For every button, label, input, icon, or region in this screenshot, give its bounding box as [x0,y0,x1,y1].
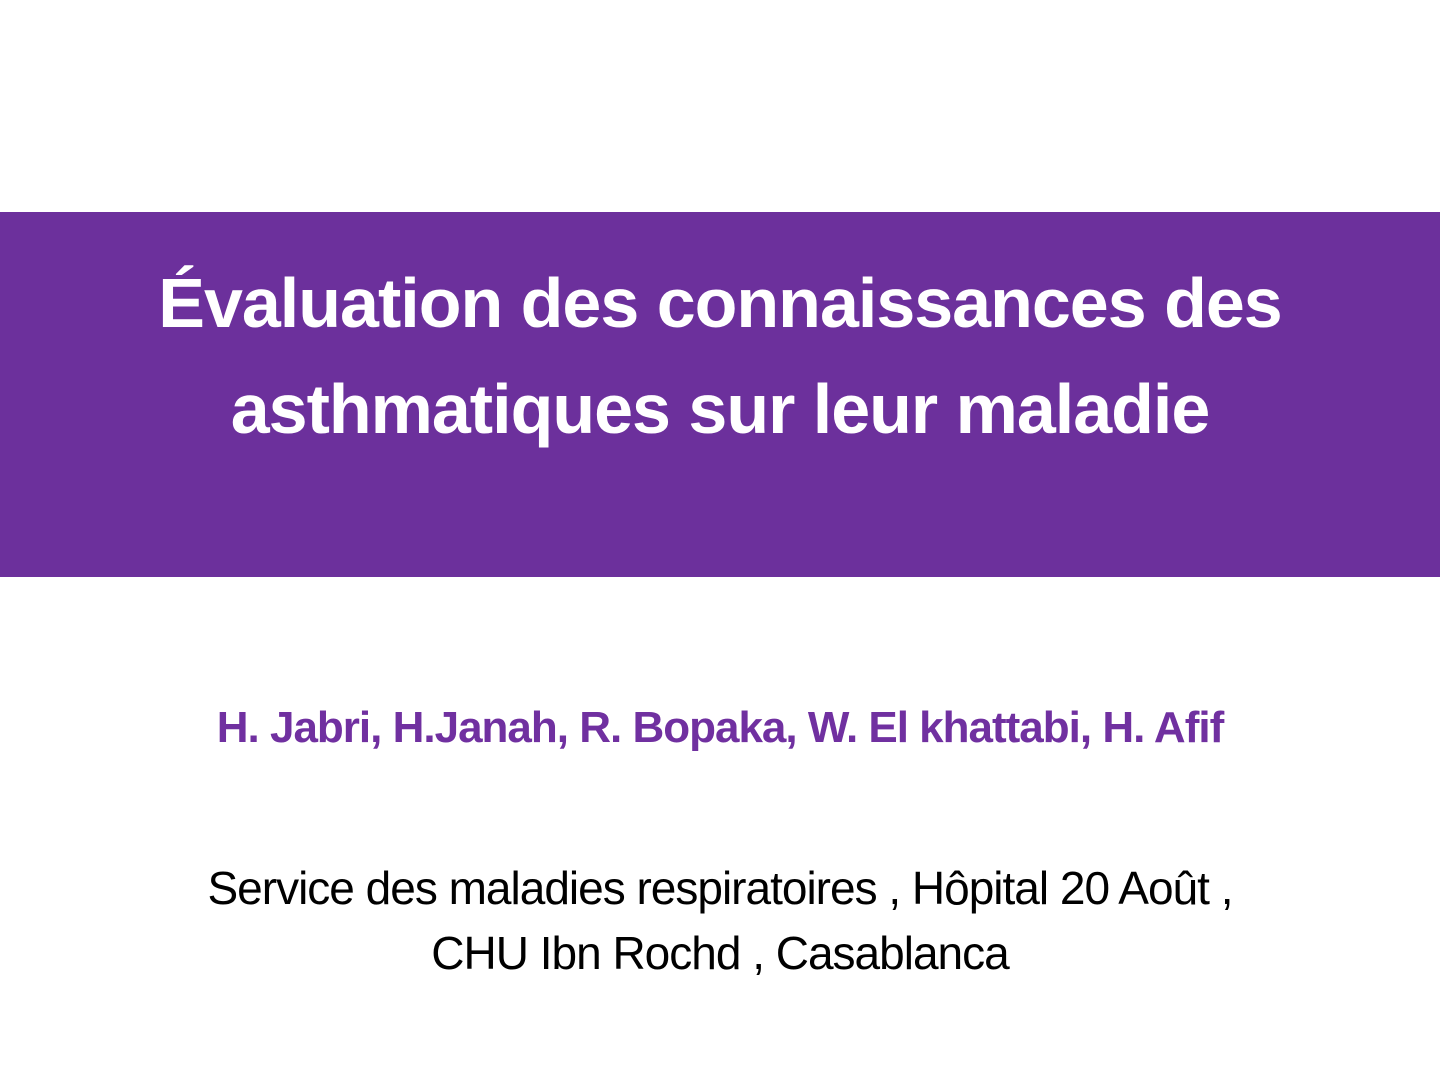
affiliation-line-1: Service des maladies respiratoires , Hôp… [207,862,1234,914]
affiliation-block: Service des maladies respiratoires , Hôp… [0,856,1440,986]
authors-line: H. Jabri, H.Janah, R. Bopaka, W. El khat… [216,703,1224,752]
slide-title-line-2: asthmatiques sur leur maladie [230,370,1211,448]
title-banner: Évaluation des connaissances des asthmat… [0,212,1440,577]
slide-title-line-1: Évaluation des connaissances des [158,264,1282,342]
affiliation-line-2: CHU Ibn Rochd , Casablanca [431,927,1009,979]
